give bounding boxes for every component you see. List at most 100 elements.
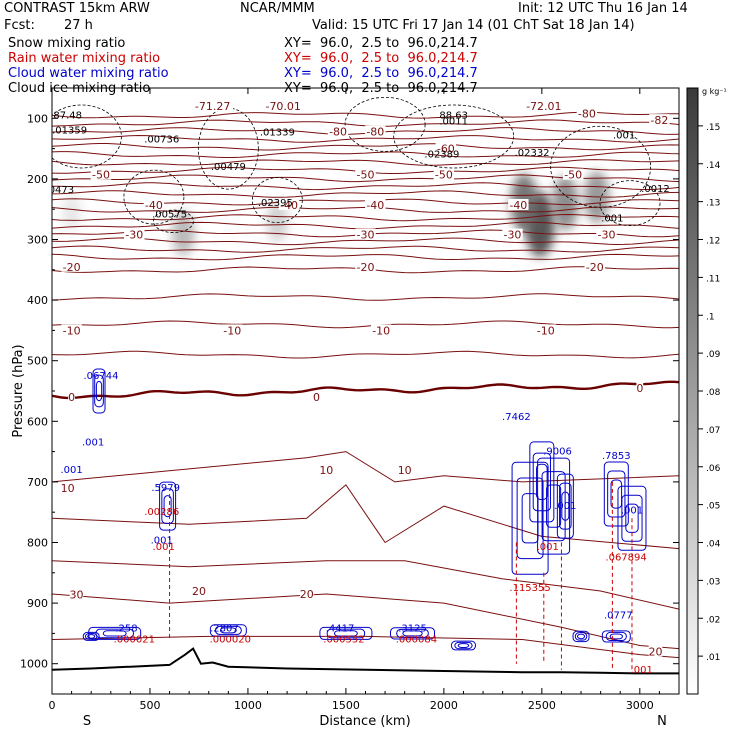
fcst-value: 27 h xyxy=(64,18,93,33)
isotherm-label: -50 xyxy=(435,169,453,182)
field-name-snow: Snow mixing ratio xyxy=(8,36,126,51)
isotherm-label-bg xyxy=(355,260,376,272)
y-tick-label: 300 xyxy=(27,234,48,247)
field-xy-rain: XY= 96.0, 2.5 to 96.0,214.7 xyxy=(284,51,478,66)
isotherm-label-bg xyxy=(636,381,644,393)
axes: 0 500 1000 1500 2000 2500 30001002003004005006… xyxy=(20,87,680,712)
isotherm xyxy=(52,190,679,198)
colorbar-tick-label: .11 xyxy=(706,274,720,284)
y-tick-label: 500 xyxy=(27,355,48,368)
maximum-label: .001 xyxy=(153,542,175,553)
y-tick-label: 600 xyxy=(27,415,48,428)
cloud-water-contour xyxy=(102,630,127,637)
colorbar-unit: g kg⁻¹ xyxy=(702,87,727,96)
isotherm-label-bg xyxy=(278,198,300,210)
cloud-water-contour xyxy=(541,471,566,542)
isotherm-label-bg xyxy=(562,168,584,180)
y-tick-label: 800 xyxy=(27,537,48,550)
cloud-water-contour xyxy=(390,627,436,640)
x-tick-label: 2000 xyxy=(430,699,458,712)
maximum-label: .2807 xyxy=(210,624,239,635)
cloud-water-contour xyxy=(603,461,629,527)
cloud-water-contour xyxy=(84,633,98,640)
isotherm-label-bg xyxy=(313,391,320,403)
colorbar-tick-label: .14 xyxy=(706,161,721,171)
cloud-water-contour xyxy=(610,479,623,509)
isotherm xyxy=(52,293,679,301)
maximum-label: .7462 xyxy=(502,412,531,423)
isotherm-label: -82 xyxy=(650,114,668,127)
cloud-water-contour xyxy=(94,374,104,408)
maximum-label: .001 xyxy=(537,542,559,553)
maximum-label: .001 xyxy=(621,505,643,516)
maximum-label: .000020 xyxy=(210,634,251,645)
isotherm-label-bg xyxy=(61,260,82,272)
isotherm-label: -40 xyxy=(145,199,163,212)
isotherm-label-bg xyxy=(435,142,457,154)
isotherm-label-bg xyxy=(124,228,145,240)
cloud-water-contour xyxy=(450,640,476,651)
cloud-water-contour xyxy=(556,473,574,539)
y-tick-label: 100 xyxy=(27,112,48,125)
cloud-water-contour xyxy=(605,631,627,641)
maximum-label: .7853 xyxy=(602,451,631,462)
cloud-water-contour xyxy=(163,495,172,518)
upper-ice-contours xyxy=(52,96,661,233)
colorbar-tick-label: .09 xyxy=(706,350,721,360)
colorbar-tick-label: .1 xyxy=(706,312,715,322)
maximum-label: .00575 xyxy=(152,210,187,221)
isotherm-label: -72.01 xyxy=(526,100,561,113)
field-name-cloud-water: Cloud water mixing ratio xyxy=(8,66,169,81)
terrain-profile xyxy=(52,647,679,675)
cloud-water-contour xyxy=(402,630,423,637)
north-label: N xyxy=(657,714,667,729)
maximum-label: 88.63 xyxy=(439,110,468,121)
isotherm-label: -80 xyxy=(578,107,596,120)
rain-water-contours xyxy=(169,481,633,670)
colorbar-tick-label: .03 xyxy=(706,577,720,587)
snow-ice-shading xyxy=(61,171,610,257)
maximum-label: 87.48 xyxy=(53,110,82,121)
cloud-water-contour xyxy=(559,482,572,530)
maximum-label: .06744 xyxy=(83,371,118,382)
x-tick-label: 3000 xyxy=(626,699,654,712)
colorbar-tick-label: .07 xyxy=(706,426,720,436)
isotherm-label: -40 xyxy=(509,199,527,212)
cloud-water-contour xyxy=(95,628,134,639)
maximum-label: .000021 xyxy=(114,634,155,645)
isotherm-label: -40 xyxy=(366,199,384,212)
isotherm-label: -80 xyxy=(366,126,384,139)
ice-contour xyxy=(599,180,661,227)
isotherm-lower xyxy=(52,560,679,610)
isotherm-label: -40 xyxy=(280,199,298,212)
isotherm-label: -10 xyxy=(223,324,241,337)
maximum-label: .0012 xyxy=(641,184,670,195)
isotherm-label: -10 xyxy=(372,324,390,337)
isotherm-label: 20 xyxy=(300,588,314,601)
cloud-water-contour xyxy=(574,632,588,641)
maximum-label: .02389 xyxy=(424,150,459,161)
maximum-label: .0777 xyxy=(604,610,633,621)
ice-contour xyxy=(393,104,515,169)
cloud-water-contour xyxy=(561,491,570,521)
maximum-label: .001 xyxy=(554,501,576,512)
isotherm xyxy=(52,245,679,253)
isotherm-label-bg xyxy=(433,168,455,180)
maximum-label: .001 xyxy=(60,465,82,476)
isotherm-label-bg xyxy=(576,107,598,119)
y-tick-label: 900 xyxy=(27,597,48,610)
isotherm-label-bg xyxy=(299,588,314,600)
isotherm-lower xyxy=(52,635,679,659)
x-tick-label: 500 xyxy=(139,699,160,712)
colorbar-tick-label: .04 xyxy=(706,540,721,550)
isotherm-label-bg xyxy=(90,168,112,180)
isotherm-label: -50 xyxy=(357,169,375,182)
field-name-rain: Rain water mixing ratio xyxy=(8,51,161,66)
isotherm xyxy=(52,159,679,166)
colorbar-tick-label: .01 xyxy=(706,653,720,663)
isotherm-label: -20 xyxy=(63,261,81,274)
isotherm-label: -10 xyxy=(63,324,81,337)
isotherm-label-bg xyxy=(60,481,75,493)
cloud-water-contour xyxy=(572,630,590,643)
